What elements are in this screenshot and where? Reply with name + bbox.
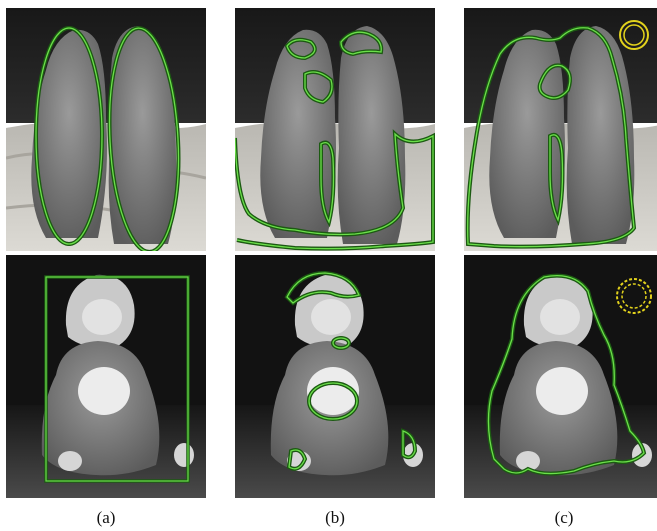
caption-c: (c) [464,508,657,528]
panel-monkey-c [464,255,657,498]
panel-dogs-b [235,8,435,251]
panel-dogs-c [464,8,657,251]
dark-background [235,8,435,123]
caption-a: (a) [6,508,206,528]
panel-monkey-b [235,255,435,498]
panel-dogs-a [6,8,206,251]
caption-b: (b) [235,508,435,528]
panel-monkey-a [6,255,206,498]
